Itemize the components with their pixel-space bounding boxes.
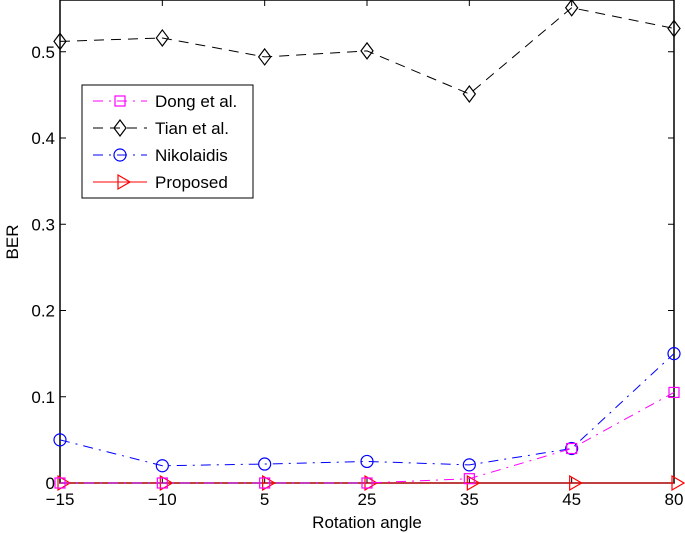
square-marker	[259, 477, 271, 489]
square-marker	[54, 477, 66, 489]
square-marker	[463, 473, 475, 485]
plot-axes: −15 −10 5 25 35 45 80 0 0.1 0.2 0.3 0.4 0.5	[31, 0, 683, 509]
legend-label: Proposed	[155, 173, 228, 192]
plot-series	[53, 0, 685, 492]
diamond-marker	[53, 32, 67, 51]
triangle-right-marker	[671, 474, 685, 492]
diamond-marker	[257, 47, 272, 66]
series-nikolaidis	[53, 347, 681, 473]
square-marker	[668, 386, 680, 399]
triangle-right-marker	[569, 474, 583, 492]
x-tick-label: 35	[460, 490, 479, 509]
circle-marker	[360, 454, 374, 469]
diamond-marker	[667, 19, 681, 38]
circle-marker	[53, 433, 67, 447]
square-marker	[156, 477, 168, 489]
x-tick-label: −15	[46, 490, 75, 509]
x-tick-label: 5	[260, 490, 269, 509]
diamond-marker	[155, 28, 170, 47]
triangle-right-marker	[117, 173, 132, 191]
series-line	[60, 391, 675, 484]
x-tick-label: 45	[562, 490, 581, 509]
y-tick-label: 0.4	[31, 129, 55, 148]
series-tian-et-al	[53, 0, 681, 104]
circle-marker	[667, 347, 681, 361]
legend-box	[81, 84, 254, 199]
diamond-marker	[360, 41, 374, 60]
circle-marker	[113, 148, 127, 162]
triangle-right-marker	[262, 474, 276, 492]
triangle-right-marker	[57, 474, 72, 492]
triangle-right-marker	[466, 474, 481, 492]
series-line	[59, 7, 675, 95]
y-tick-label: 0.1	[31, 388, 55, 407]
diamond-marker	[564, 0, 579, 17]
x-axis-label: Rotation angle	[312, 513, 422, 532]
series-dong-et-al	[54, 386, 680, 489]
x-tick-label: 80	[665, 490, 684, 509]
diamond-marker	[113, 119, 127, 137]
y-tick-label: 0.3	[31, 215, 55, 234]
x-tick-label: 25	[358, 490, 377, 509]
circle-marker	[155, 459, 169, 473]
plot-frame	[59, 0, 675, 484]
legend-label: Nikolaidis	[155, 146, 228, 165]
diamond-marker	[462, 85, 477, 104]
y-tick-label: 0.2	[31, 302, 55, 321]
series-line	[59, 353, 675, 467]
y-tick-label: 0.5	[31, 43, 55, 62]
y-tick-label: 0	[46, 474, 55, 493]
square-marker	[361, 477, 373, 489]
circle-marker	[462, 458, 476, 472]
circle-marker	[258, 457, 272, 471]
square-marker	[114, 95, 126, 107]
square-marker	[566, 442, 578, 455]
y-axis-label: BER	[3, 225, 22, 260]
legend-label: Dong et al.	[155, 92, 237, 111]
legend-label: Tian et al.	[155, 119, 229, 138]
x-tick-label: −10	[148, 490, 177, 509]
circle-marker	[565, 441, 579, 456]
legend: Dong et al. Tian et al. Nikolaidis Proposed	[81, 84, 254, 199]
